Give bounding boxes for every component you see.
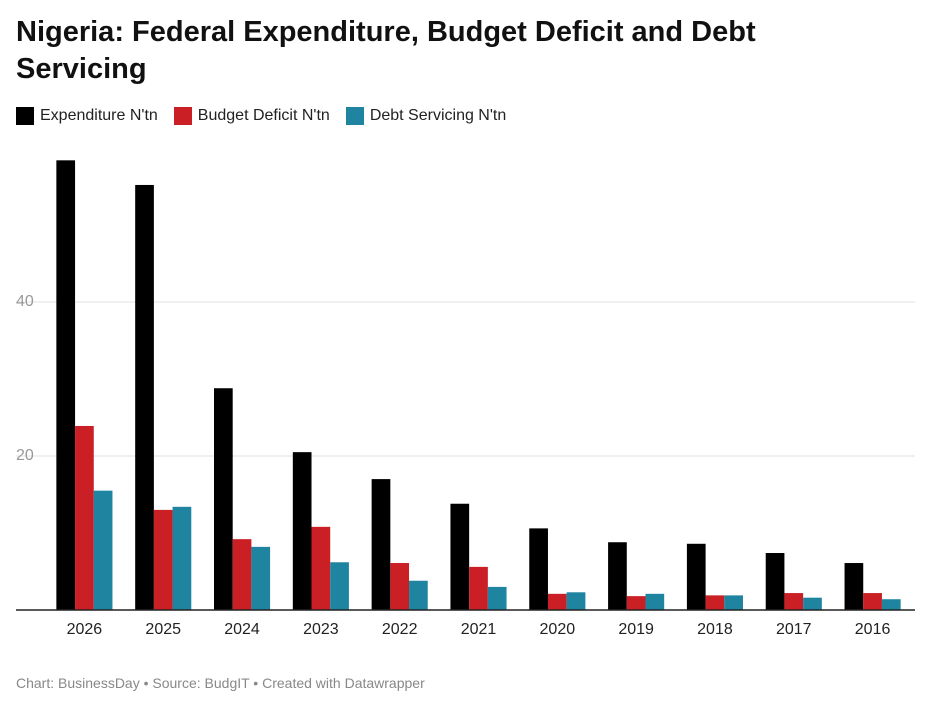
bar xyxy=(705,595,725,610)
x-tick-label: 2020 xyxy=(540,621,576,638)
source-note: Chart: BusinessDay • Source: BudgIT • Cr… xyxy=(16,675,425,691)
bar xyxy=(213,388,233,610)
legend-item: Debt Servicing N'tn xyxy=(345,107,507,125)
legend-label: Expenditure N'tn xyxy=(40,107,158,124)
bar xyxy=(251,546,271,610)
bar xyxy=(529,528,548,610)
x-tick-label: 2018 xyxy=(697,621,733,638)
bar xyxy=(765,553,785,610)
legend-swatch xyxy=(345,107,364,125)
bar xyxy=(608,542,627,610)
bar xyxy=(153,509,173,610)
x-tick-label: 2026 xyxy=(67,621,103,638)
bar xyxy=(450,503,470,610)
bar xyxy=(686,543,706,610)
bar xyxy=(547,593,567,610)
bar xyxy=(390,563,410,610)
legend: Expenditure N'tn Budget Deficit N'tn Debt … xyxy=(16,107,506,125)
legend-label: Budget Deficit N'tn xyxy=(197,107,330,124)
bar xyxy=(566,592,586,610)
bar xyxy=(487,586,507,610)
bar xyxy=(330,562,349,610)
x-tick-label: 2024 xyxy=(224,621,260,638)
bar xyxy=(784,593,804,610)
bar xyxy=(645,593,665,610)
bar xyxy=(93,490,113,610)
bar xyxy=(803,597,822,610)
bar xyxy=(135,184,154,610)
bar xyxy=(409,580,428,610)
bar xyxy=(371,479,391,610)
x-tick-label: 2023 xyxy=(303,621,339,638)
bar xyxy=(724,595,744,610)
bar xyxy=(232,539,252,610)
legend-swatch xyxy=(173,107,192,125)
bar xyxy=(863,593,882,610)
legend-item: Expenditure N'tn xyxy=(16,107,158,125)
legend-label: Debt Servicing N'tn xyxy=(369,107,507,124)
bar xyxy=(75,425,94,610)
bar xyxy=(626,596,646,610)
x-tick-label: 2017 xyxy=(776,621,812,638)
x-tick-label: 2021 xyxy=(461,621,497,638)
bar xyxy=(469,566,488,610)
y-tick-label: 40 xyxy=(16,293,34,310)
bar xyxy=(881,599,901,610)
x-tick-label: 2025 xyxy=(145,621,181,638)
y-tick-label: 20 xyxy=(16,447,34,464)
bar xyxy=(292,452,312,610)
bar xyxy=(311,526,331,610)
x-tick-label: 2022 xyxy=(382,621,418,638)
bar xyxy=(56,160,76,610)
x-tick-label: 2016 xyxy=(855,621,891,638)
x-tick-label: 2019 xyxy=(618,621,654,638)
legend-swatch xyxy=(16,107,34,125)
chart-title: Nigeria: Federal Expenditure, Budget Def… xyxy=(16,16,756,85)
bar xyxy=(844,563,864,610)
bar xyxy=(172,506,192,610)
legend-item: Budget Deficit N'tn xyxy=(173,107,330,125)
